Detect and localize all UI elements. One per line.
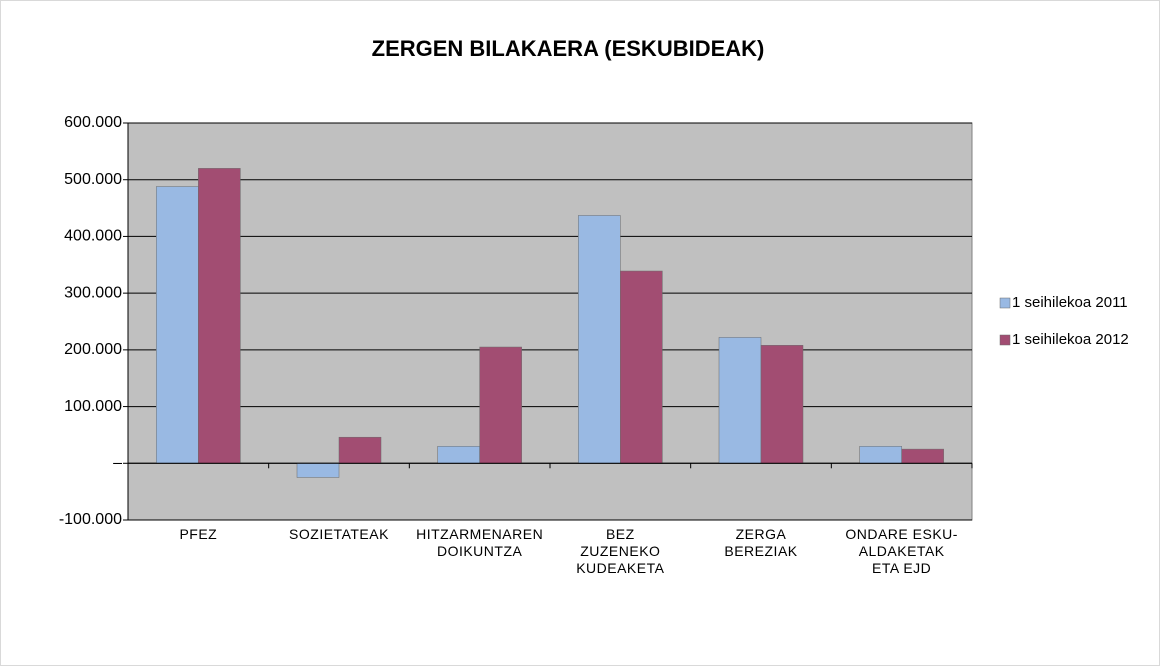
y-tick-label: -100.000 — [59, 511, 122, 528]
y-tick-label: 500.000 — [64, 171, 122, 188]
legend-label: 1 seihilekoa 2012 — [1012, 331, 1129, 348]
plot-area — [127, 122, 973, 521]
bar — [901, 448, 944, 464]
bar — [156, 186, 199, 464]
bar — [296, 463, 340, 478]
bar — [620, 270, 663, 464]
y-tick-label: – — [113, 455, 122, 472]
chart-title: ZERGEN BILAKAERA (ESKUBIDEAK) — [372, 36, 765, 61]
x-tick-label: BEZ ZUZENEKO KUDEAKETA — [576, 526, 665, 576]
y-tick-label: 100.000 — [64, 398, 122, 415]
bar — [479, 346, 522, 464]
bar — [198, 168, 241, 464]
x-tick-label: HITZARMENAREN DOIKUNTZA — [416, 526, 544, 559]
y-tick-label: 400.000 — [64, 228, 122, 245]
y-tick-label: 200.000 — [64, 341, 122, 358]
x-tick-label: ZERGA BEREZIAK — [724, 526, 798, 559]
x-tick-label: SOZIETATEAK — [289, 526, 389, 542]
bar — [718, 337, 762, 464]
bar — [578, 215, 621, 464]
y-tick-label: 300.000 — [64, 284, 122, 301]
bar — [338, 436, 382, 464]
legend-swatch — [999, 297, 1011, 309]
bar — [437, 446, 480, 464]
x-tick-label: ONDARE ESKU- ALDAKETAK ETA EJD — [845, 526, 958, 576]
y-tick-label: 600.000 — [64, 114, 122, 131]
x-tick-label: PFEZ — [179, 526, 218, 542]
legend-label: 1 seihilekoa 2011 — [1012, 294, 1128, 311]
bar — [859, 446, 902, 464]
bar — [760, 345, 804, 464]
legend-swatch — [999, 334, 1011, 346]
